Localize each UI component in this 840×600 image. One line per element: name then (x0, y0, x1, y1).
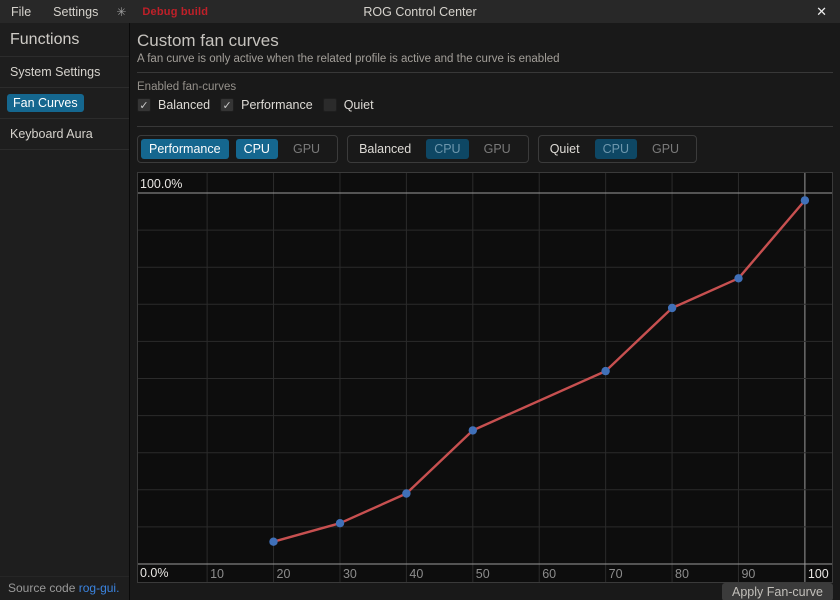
main-panel: Custom fan curves A fan curve is only ac… (130, 23, 840, 600)
curve-point[interactable] (468, 426, 477, 435)
curve-point[interactable] (601, 366, 610, 376)
sidebar-item-system-settings[interactable]: System Settings (0, 56, 129, 87)
sidebar-item-label: Keyboard Aura (10, 127, 93, 141)
source-code-footer: Source code rog-gui. (0, 576, 129, 600)
bottom-bar: Apply Fan-curve (137, 583, 840, 600)
x-tick-label: 30 (343, 567, 357, 581)
curve-point[interactable] (800, 196, 810, 205)
sun-icon: ✳ (116, 4, 127, 19)
x-tick-label: 80 (675, 567, 689, 581)
debug-build-badge: Debug build (142, 5, 209, 18)
checkbox-balanced-box[interactable]: ✓ (137, 98, 151, 112)
tab-group-performance: Performance CPU GPU (137, 135, 339, 163)
sidebar-item-label: Fan Curves (7, 94, 84, 112)
close-icon[interactable]: ✕ (816, 3, 827, 19)
sidebar-item-label: System Settings (10, 65, 101, 79)
source-code-label: Source code (8, 581, 76, 595)
curve-point[interactable] (734, 274, 743, 283)
menu-settings[interactable]: Settings (53, 4, 99, 19)
tab-balanced[interactable]: Balanced (359, 142, 412, 156)
page-title: Custom fan curves (137, 31, 279, 50)
checkbox-quiet[interactable]: Quiet (322, 98, 374, 112)
divider (137, 72, 833, 73)
checkbox-label: Balanced (158, 98, 211, 112)
tab-quiet-gpu[interactable]: GPU (651, 142, 680, 156)
fan-curve-line (273, 199, 806, 543)
x-tick-label: 90 (741, 567, 755, 581)
x-tick-label: 20 (277, 567, 291, 581)
rog-gui-link[interactable]: rog-gui. (78, 581, 120, 595)
tab-quiet-cpu[interactable]: CPU (594, 139, 637, 159)
tab-group-quiet: Quiet CPU GPU (537, 135, 698, 163)
sidebar-header: Functions (10, 31, 80, 48)
curve-point[interactable] (667, 303, 677, 313)
window-body: Functions System Settings Fan Curves Key… (0, 23, 840, 600)
x-tick-label: 50 (476, 567, 490, 581)
tab-group-balanced: Balanced CPU GPU (347, 135, 529, 163)
page-subtitle: A fan curve is only active when the rela… (137, 53, 560, 65)
tab-quiet[interactable]: Quiet (549, 142, 580, 156)
fan-curve-svg[interactable]: 10 20 30 40 50 60 70 80 90 100 100.0% 0.0% (138, 173, 832, 582)
tab-performance[interactable]: Performance (141, 139, 229, 159)
fan-curve-chart[interactable]: 10 20 30 40 50 60 70 80 90 100 100.0% 0.0% (137, 172, 833, 583)
sidebar-item-fan-curves[interactable]: Fan Curves (0, 87, 129, 118)
y-axis-top-label: 100.0% (140, 177, 182, 191)
y-axis-bottom-label: 0.0% (140, 566, 169, 580)
enabled-fan-curves-label: Enabled fan-curves (137, 81, 237, 93)
checkbox-label: Performance (241, 98, 313, 112)
tab-balanced-cpu[interactable]: CPU (426, 139, 469, 159)
checkbox-performance[interactable]: ✓ Performance (220, 98, 313, 112)
checkbox-performance-box[interactable]: ✓ (220, 98, 235, 112)
divider (137, 126, 833, 127)
x-tick-label: 60 (542, 567, 556, 581)
tab-balanced-gpu[interactable]: GPU (483, 142, 511, 156)
checkbox-balanced[interactable]: ✓ Balanced (137, 98, 210, 112)
x-tick-label: 40 (409, 567, 423, 581)
tab-performance-gpu[interactable]: GPU (292, 142, 321, 156)
enabled-checkbox-row: ✓ Balanced ✓ Performance Quiet (137, 98, 840, 119)
curve-point[interactable] (335, 519, 345, 528)
sidebar-items: System Settings Fan Curves Keyboard Aura (0, 56, 129, 150)
x-tick-label: 70 (609, 567, 623, 581)
sidebar: Functions System Settings Fan Curves Key… (0, 23, 130, 600)
tab-performance-cpu[interactable]: CPU (235, 139, 278, 159)
x-tick-label: 10 (210, 567, 224, 581)
sidebar-item-keyboard-aura[interactable]: Keyboard Aura (0, 118, 129, 149)
checkbox-quiet-box[interactable] (322, 98, 337, 112)
curve-point[interactable] (402, 489, 411, 498)
apply-fan-curve-button[interactable]: Apply Fan-curve (721, 583, 833, 600)
curve-point[interactable] (269, 537, 278, 546)
titlebar: File Settings ✳ Debug build ROG Control … (0, 0, 840, 23)
x-tick-label: 100 (808, 567, 829, 581)
menu-file[interactable]: File (11, 4, 32, 19)
checkbox-label: Quiet (343, 98, 374, 112)
profile-tabs-row: Performance CPU GPU Balanced CPU GPU Qui… (137, 135, 840, 163)
